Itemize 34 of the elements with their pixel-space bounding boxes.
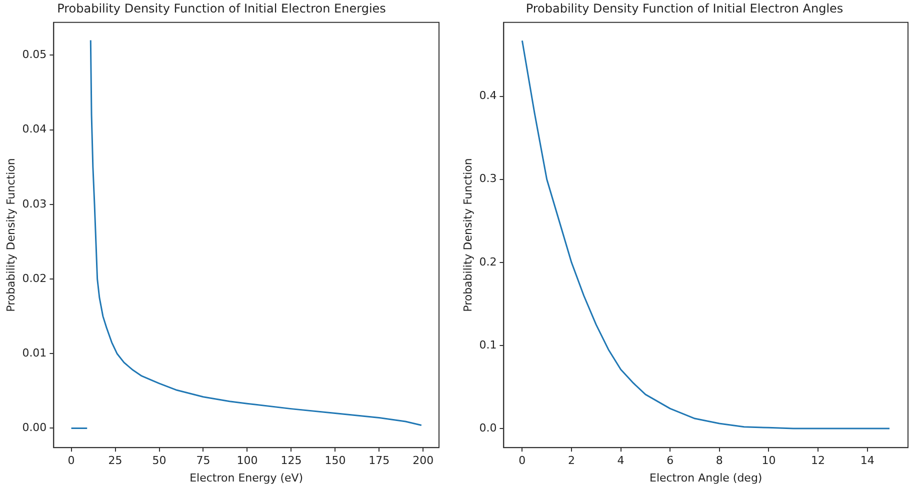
- y-tick-label: 0.0: [479, 421, 497, 434]
- x-tick-label: 50: [152, 454, 166, 468]
- x-tick-label: 10: [762, 454, 776, 468]
- y-tick-label: 0.02: [22, 272, 47, 285]
- x-tick-label: 150: [324, 454, 346, 468]
- y-tick-label: 0.05: [22, 48, 47, 62]
- chart-title: Probability Density Function of Initial Electron Angles: [526, 1, 844, 16]
- x-tick-label: 14: [860, 454, 874, 468]
- x-tick-label: 4: [617, 454, 624, 468]
- y-axis-title: Probability Density Function: [4, 158, 18, 312]
- y-tick-label: 0.01: [22, 346, 47, 360]
- x-tick-label: 200: [412, 454, 434, 468]
- y-tick-label: 0.00: [22, 421, 47, 434]
- x-tick-label: 0: [518, 454, 526, 468]
- x-axis-title: Electron Energy (eV): [190, 471, 304, 484]
- x-tick-label: 0: [68, 454, 75, 468]
- x-tick-label: 100: [236, 454, 258, 468]
- x-tick-label: 12: [811, 454, 826, 468]
- x-tick-label: 125: [280, 454, 302, 468]
- x-tick-label: 8: [716, 454, 723, 468]
- y-tick-label: 0.03: [22, 197, 47, 210]
- y-axis-title: Probability Density Function: [461, 158, 474, 312]
- y-tick-label: 0.2: [479, 255, 497, 268]
- y-tick-label: 0.04: [22, 122, 47, 136]
- chart-title: Probability Density Function of Initial Electron Energies: [57, 1, 386, 16]
- x-tick-label: 175: [368, 454, 390, 468]
- x-tick-label: 2: [568, 454, 575, 468]
- x-axis-title: Electron Angle (deg): [649, 471, 762, 484]
- y-tick-label: 0.3: [479, 172, 497, 186]
- x-tick-label: 25: [108, 454, 122, 468]
- x-tick-label: 6: [666, 454, 674, 468]
- y-tick-label: 0.1: [479, 338, 497, 352]
- x-tick-label: 75: [196, 454, 210, 468]
- y-tick-label: 0.4: [479, 89, 497, 102]
